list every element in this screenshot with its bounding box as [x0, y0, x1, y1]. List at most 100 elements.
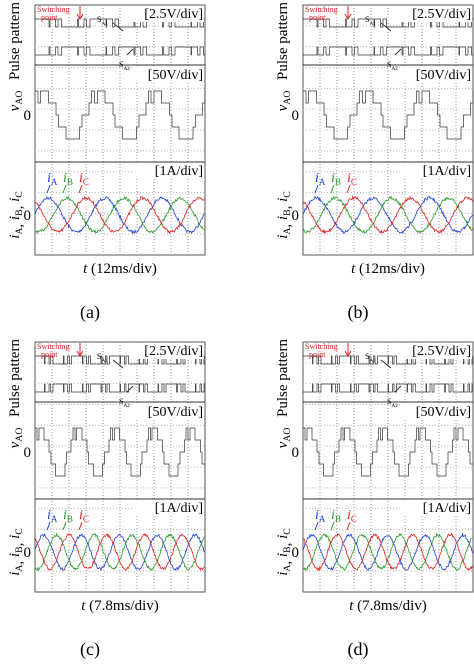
ca-sub: C: [282, 528, 293, 535]
time-var: t: [351, 261, 356, 277]
s-a1-sub: A1: [369, 358, 376, 364]
scale-bg: [133, 343, 204, 359]
voltage-wave: [35, 427, 205, 477]
s-a1: SA1: [97, 352, 108, 364]
phase-label: iA: [315, 171, 326, 187]
s-a1-sub: A1: [101, 21, 108, 27]
switching-label: Switching: [305, 5, 337, 14]
voltage-axis: vAO: [7, 428, 25, 449]
phase-label: iB: [331, 508, 341, 524]
ca-sub: C: [282, 191, 293, 198]
ca-sub: A: [14, 565, 25, 572]
phase-arrow: [62, 521, 67, 531]
rotated-label: Pulse pattern: [275, 339, 291, 417]
phase-arrow: [330, 521, 335, 531]
s-a2: SA2: [387, 60, 398, 72]
phase-label: iB: [63, 171, 73, 187]
voltage-axis-sub: AO: [14, 428, 25, 442]
ca-main: i: [275, 553, 291, 557]
zero-label: 0: [292, 545, 300, 561]
scale-label: [1A/div]: [155, 164, 203, 179]
time-var: t: [349, 598, 354, 614]
pulse-axis: Pulse pattern: [7, 339, 23, 417]
scale-bg: [133, 67, 204, 83]
voltage-axis: vAO: [7, 91, 25, 112]
ca-main: i: [275, 235, 291, 239]
scale-bg: [401, 6, 472, 22]
phase-arrow: [314, 521, 319, 531]
s-a2-sub: A2: [123, 66, 130, 72]
ca-sep: ,: [10, 220, 26, 228]
ca-sub: B: [14, 546, 25, 553]
phase-label-main: i: [331, 508, 335, 523]
phase-label-sub: B: [67, 177, 73, 187]
switching-label: Switching: [37, 5, 69, 14]
switching-label: point: [309, 350, 326, 359]
phase-arrow: [46, 184, 51, 194]
s-a2: SA2: [119, 60, 130, 72]
rotated-label: vAO: [275, 91, 293, 112]
pulse-wave: [35, 383, 205, 393]
phase-label-sub: A: [319, 514, 326, 524]
current-wave: [34, 195, 205, 235]
current-wave: [34, 195, 205, 235]
pulse-wave: [303, 46, 473, 56]
voltage-axis-sub: AO: [14, 91, 25, 105]
phase-label-main: i: [47, 171, 51, 186]
rotated-label: iA, iB, iC: [7, 528, 26, 576]
ca-sep: ,: [10, 202, 26, 210]
time-axis: t (7.8ms/div): [349, 598, 427, 614]
phase-label-sub: C: [83, 514, 89, 524]
ca-sub: C: [14, 191, 25, 198]
zero-label: 0: [292, 108, 300, 124]
phase-label-main: i: [79, 508, 83, 523]
current-wave: [302, 533, 473, 572]
scale-label: [50V/div]: [416, 405, 471, 420]
scale-label: [50V/div]: [148, 68, 203, 83]
zero-label: 0: [292, 208, 300, 224]
phase-arrow: [78, 184, 83, 194]
s-a1: SA1: [97, 15, 108, 27]
voltage-axis-main: v: [275, 104, 291, 111]
phase-label-main: i: [315, 171, 319, 186]
ca-sub: B: [282, 546, 293, 553]
time-rest: (12ms/div): [87, 261, 157, 277]
ca-main: i: [7, 216, 23, 220]
s-a1-sub: A1: [101, 358, 108, 364]
rotated-label: Pulse pattern: [275, 2, 291, 80]
s-arrow: [112, 359, 134, 393]
s-a2-sub: A2: [391, 403, 398, 409]
rotated-label: vAO: [7, 428, 25, 449]
phase-label-main: i: [347, 171, 351, 186]
current-axis: iA, iB, iC: [275, 191, 294, 239]
voltage-axis-main: v: [7, 104, 23, 111]
time-rest: (12ms/div): [355, 261, 425, 277]
rotated-label: Pulse pattern: [7, 2, 23, 80]
s-a1: SA1: [365, 15, 376, 27]
voltage-axis-main: v: [275, 441, 291, 448]
current-axis: iA, iB, iC: [275, 528, 294, 576]
switching-label: Switching: [305, 342, 337, 351]
scale-label: [50V/div]: [416, 68, 471, 83]
ca-sep: ,: [10, 557, 26, 565]
pulse-wave: [303, 18, 473, 28]
ca-main: i: [7, 572, 23, 576]
scale-label: [2.5V/div]: [412, 344, 471, 359]
time-axis: t (12ms/div): [83, 261, 157, 277]
panel-label: (d): [348, 639, 369, 660]
ca-sub: A: [282, 228, 293, 235]
current-axis: iA, iB, iC: [7, 528, 26, 576]
s-a2-sub: A2: [123, 403, 130, 409]
phase-label-sub: A: [51, 514, 58, 524]
s-a2-main: S: [387, 397, 391, 406]
ca-main: i: [275, 198, 291, 202]
scale-bg: [133, 404, 204, 420]
pulse-axis: Pulse pattern: [275, 339, 291, 417]
scale-bg: [401, 163, 472, 179]
current-wave: [302, 532, 473, 571]
current-wave: [34, 196, 205, 235]
s-a2: SA2: [119, 397, 130, 409]
